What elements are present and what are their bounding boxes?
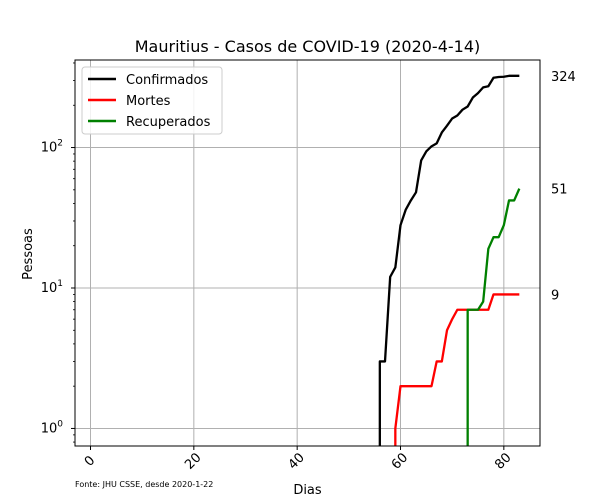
plot-frame [74, 59, 541, 447]
y-axis-label: Pessoas [21, 228, 36, 280]
x-tick-label: 40 [286, 450, 308, 472]
x-tick-label: 20 [182, 450, 204, 472]
legend-entry: Recuperados [126, 115, 211, 130]
end-value-label: 9 [551, 288, 559, 303]
series-line-recuperados [466, 188, 521, 447]
legend-entry: Confirmados [126, 73, 208, 88]
x-tick-label: 60 [389, 450, 411, 472]
y-tick-label: 102 [41, 139, 63, 156]
chart-title: Mauritius - Casos de COVID-19 (2020-4-14… [135, 37, 481, 56]
end-value-label: 324 [551, 70, 576, 85]
y-tick-label: 100 [41, 419, 64, 436]
legend: Confirmados Mortes Recuperados [81, 66, 223, 135]
end-value-label: 51 [551, 183, 568, 198]
source-note: Fonte: JHU CSSE, desde 2020-1-22 [75, 480, 213, 489]
series-line-confirmados [378, 74, 520, 447]
y-tick-label: 101 [41, 279, 63, 296]
legend-entry: Mortes [126, 94, 171, 109]
legend-box [81, 66, 223, 135]
end-labels: 324 51 9 [551, 70, 576, 304]
series-lines [378, 74, 521, 447]
series-line-mortes [394, 293, 520, 447]
x-tick-label: 80 [492, 450, 514, 472]
x-axis-label: Dias [293, 483, 322, 498]
x-tick-label: 0 [82, 453, 98, 469]
